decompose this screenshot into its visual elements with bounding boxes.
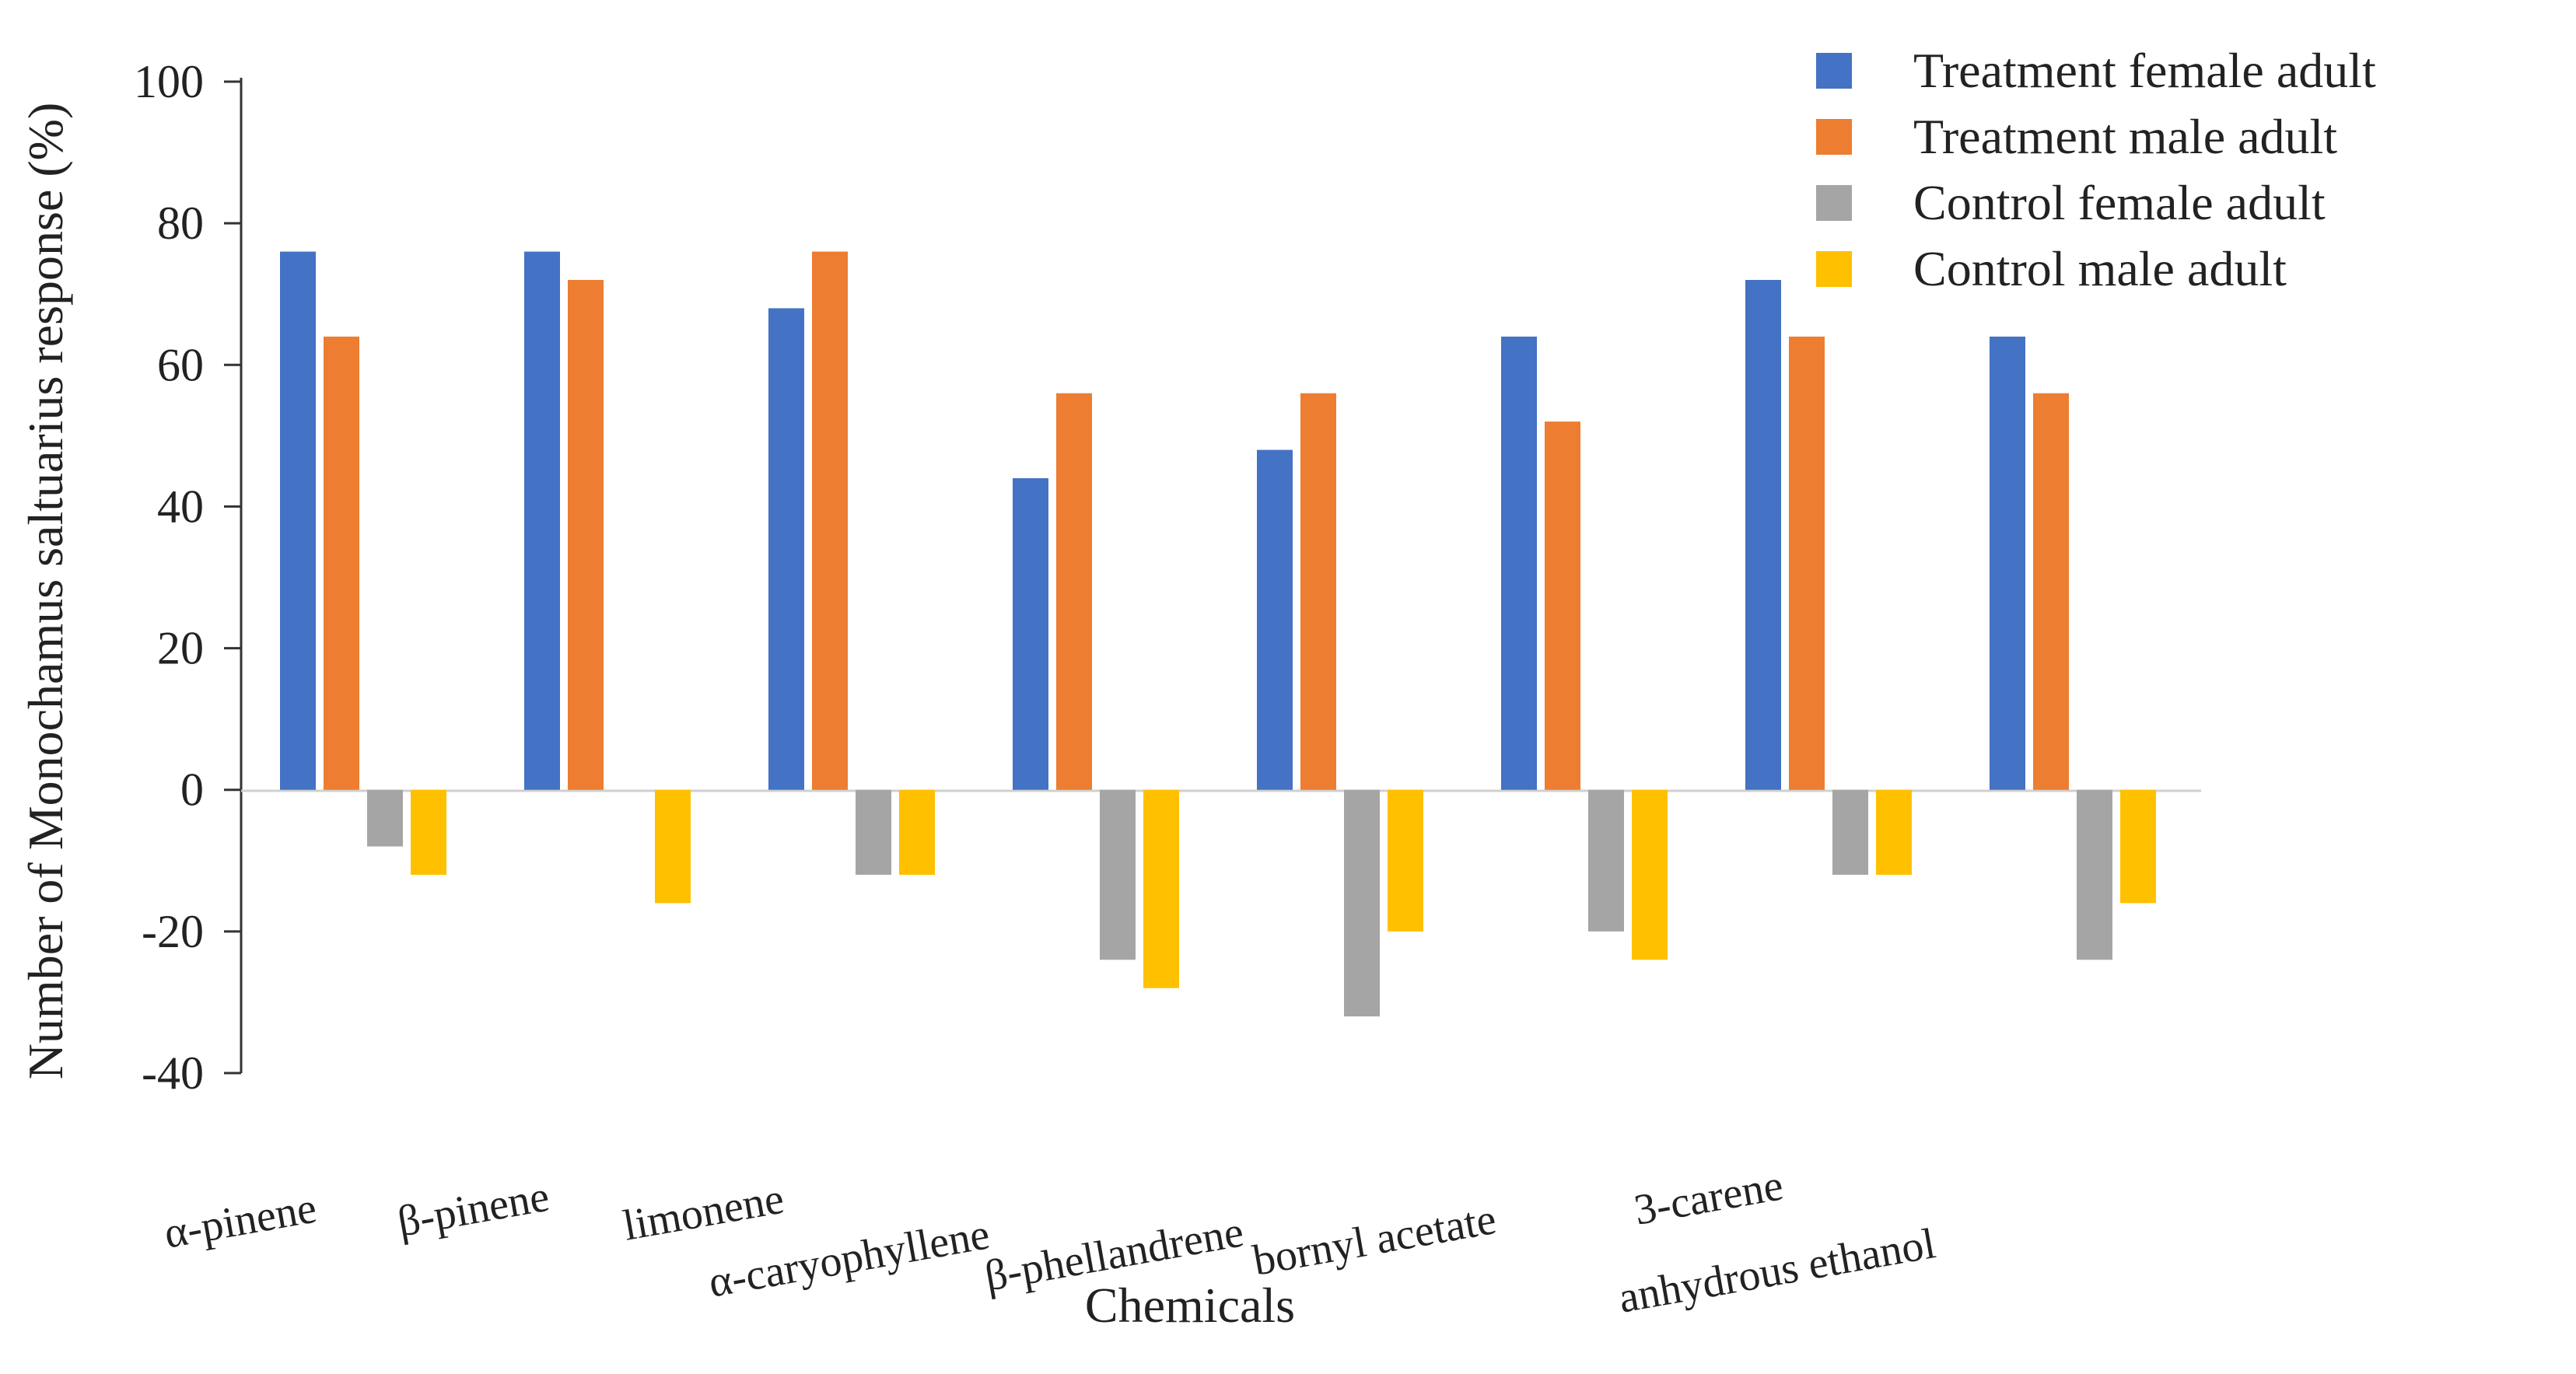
bar	[2120, 789, 2156, 904]
bar	[1632, 789, 1668, 960]
bar	[1745, 280, 1781, 790]
bar	[1388, 789, 1423, 932]
bar	[856, 789, 891, 875]
bar	[812, 251, 848, 790]
y-tick-label: 100	[134, 56, 204, 107]
y-tick-label: 80	[157, 198, 204, 249]
bar	[1143, 789, 1179, 988]
bar	[1501, 336, 1537, 790]
bar	[2077, 789, 2112, 960]
y-tick-label: 40	[157, 481, 204, 532]
bar	[1300, 393, 1336, 790]
x-axis-title: Chemicals	[1085, 1278, 1295, 1333]
bar	[1789, 336, 1825, 790]
y-tick-label: -20	[142, 906, 204, 957]
legend-label: Control male adult	[1913, 241, 2287, 296]
legend-label: Treatment female adult	[1913, 43, 2376, 98]
bar	[1990, 336, 2025, 790]
bar	[367, 789, 403, 847]
legend-label: Treatment male adult	[1913, 109, 2337, 164]
legend-swatch	[1816, 119, 1852, 155]
y-axis-title: Number of Monochamus saltuarius response…	[18, 103, 73, 1080]
legend-swatch	[1816, 53, 1852, 89]
y-tick-label: -40	[142, 1047, 204, 1099]
legend-label: Control female adult	[1913, 175, 2326, 230]
legend: Treatment female adult Treatment male adu…	[1816, 43, 2376, 296]
bar	[1257, 449, 1293, 790]
bar	[1344, 789, 1380, 1017]
bar	[1545, 421, 1580, 790]
y-tick-label: 60	[157, 339, 204, 390]
bar	[1588, 789, 1624, 932]
bar	[324, 336, 359, 790]
bar	[411, 789, 446, 875]
y-tick-label: 0	[180, 764, 204, 816]
legend-swatch	[1816, 251, 1852, 287]
bar	[568, 280, 604, 790]
bars	[280, 251, 2156, 1017]
bar	[1832, 789, 1868, 875]
legend-swatch	[1816, 185, 1852, 221]
bar	[1876, 789, 1912, 875]
bar	[280, 251, 316, 790]
bar	[2033, 393, 2069, 790]
y-tick-label: 20	[157, 623, 204, 674]
bar	[768, 308, 804, 790]
bar	[1013, 478, 1048, 790]
bar	[524, 251, 560, 790]
bar	[899, 789, 935, 875]
bar	[655, 789, 691, 904]
bar	[1056, 393, 1092, 790]
y-ticks: 100 80 60 40 20 0 -20 -40	[134, 56, 241, 1099]
bar	[1100, 789, 1136, 960]
